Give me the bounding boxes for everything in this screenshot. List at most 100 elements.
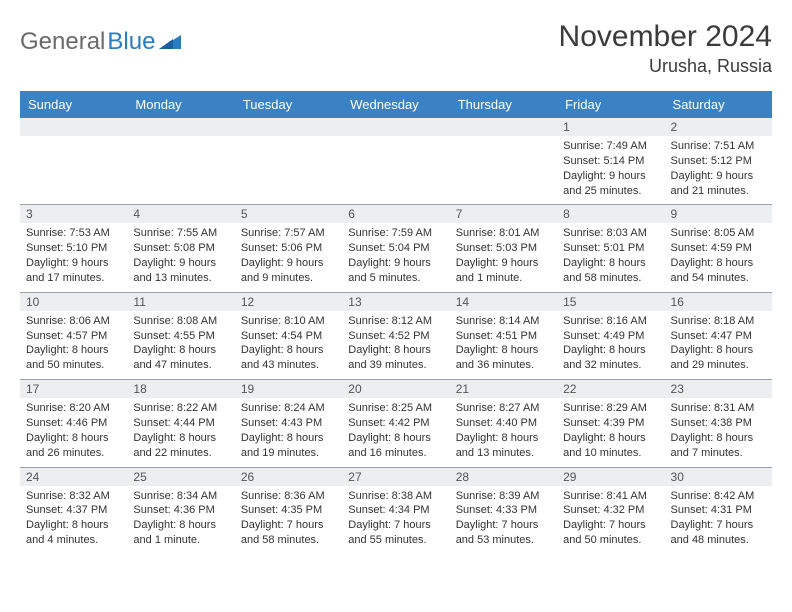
sunset-text: Sunset: 4:40 PM — [456, 416, 551, 431]
sunset-text: Sunset: 4:54 PM — [241, 329, 336, 344]
weekday-header: Thursday — [450, 91, 557, 118]
sunrise-text: Sunrise: 7:59 AM — [348, 226, 443, 241]
day-number: 17 — [20, 380, 127, 399]
weekday-header: Tuesday — [235, 91, 342, 118]
day-number — [235, 118, 342, 136]
day-content-row: Sunrise: 7:53 AMSunset: 5:10 PMDaylight:… — [20, 223, 772, 292]
weekday-header: Sunday — [20, 91, 127, 118]
sunrise-text: Sunrise: 8:39 AM — [456, 489, 551, 504]
sunset-text: Sunset: 4:35 PM — [241, 503, 336, 518]
sunset-text: Sunset: 4:42 PM — [348, 416, 443, 431]
daylight-text: Daylight: 9 hours and 5 minutes. — [348, 256, 443, 286]
weekday-header: Friday — [557, 91, 664, 118]
daylight-text: Daylight: 8 hours and 50 minutes. — [26, 343, 121, 373]
daynum-row: 12 — [20, 118, 772, 136]
weekday-header: Wednesday — [342, 91, 449, 118]
day-cell: Sunrise: 8:22 AMSunset: 4:44 PMDaylight:… — [127, 398, 234, 467]
sunset-text: Sunset: 4:33 PM — [456, 503, 551, 518]
daylight-text: Daylight: 8 hours and 47 minutes. — [133, 343, 228, 373]
day-cell — [450, 136, 557, 205]
day-number: 26 — [235, 467, 342, 486]
sunset-text: Sunset: 4:31 PM — [671, 503, 766, 518]
sunset-text: Sunset: 4:32 PM — [563, 503, 658, 518]
day-cell: Sunrise: 8:39 AMSunset: 4:33 PMDaylight:… — [450, 486, 557, 554]
sunrise-text: Sunrise: 8:05 AM — [671, 226, 766, 241]
day-cell — [20, 136, 127, 205]
daylight-text: Daylight: 8 hours and 39 minutes. — [348, 343, 443, 373]
day-number: 7 — [450, 205, 557, 224]
day-number: 12 — [235, 292, 342, 311]
daynum-row: 3456789 — [20, 205, 772, 224]
sunrise-text: Sunrise: 7:55 AM — [133, 226, 228, 241]
weekday-header-row: Sunday Monday Tuesday Wednesday Thursday… — [20, 91, 772, 118]
daynum-row: 17181920212223 — [20, 380, 772, 399]
logo-text-gray: General — [20, 28, 105, 56]
sunrise-text: Sunrise: 7:51 AM — [671, 139, 766, 154]
weekday-header: Saturday — [665, 91, 772, 118]
sunrise-text: Sunrise: 8:34 AM — [133, 489, 228, 504]
day-cell: Sunrise: 7:53 AMSunset: 5:10 PMDaylight:… — [20, 223, 127, 292]
sunrise-text: Sunrise: 8:41 AM — [563, 489, 658, 504]
sunset-text: Sunset: 5:04 PM — [348, 241, 443, 256]
sunrise-text: Sunrise: 8:36 AM — [241, 489, 336, 504]
day-number: 8 — [557, 205, 664, 224]
day-number: 6 — [342, 205, 449, 224]
day-number: 15 — [557, 292, 664, 311]
daylight-text: Daylight: 7 hours and 55 minutes. — [348, 518, 443, 548]
day-cell — [127, 136, 234, 205]
day-number: 5 — [235, 205, 342, 224]
sunset-text: Sunset: 4:37 PM — [26, 503, 121, 518]
daylight-text: Daylight: 9 hours and 21 minutes. — [671, 169, 766, 199]
sunrise-text: Sunrise: 8:01 AM — [456, 226, 551, 241]
day-cell: Sunrise: 8:24 AMSunset: 4:43 PMDaylight:… — [235, 398, 342, 467]
day-number — [20, 118, 127, 136]
sunrise-text: Sunrise: 8:18 AM — [671, 314, 766, 329]
daylight-text: Daylight: 9 hours and 1 minute. — [456, 256, 551, 286]
sunrise-text: Sunrise: 8:06 AM — [26, 314, 121, 329]
sunset-text: Sunset: 4:36 PM — [133, 503, 228, 518]
daylight-text: Daylight: 8 hours and 10 minutes. — [563, 431, 658, 461]
day-cell: Sunrise: 8:10 AMSunset: 4:54 PMDaylight:… — [235, 311, 342, 380]
day-cell: Sunrise: 8:05 AMSunset: 4:59 PMDaylight:… — [665, 223, 772, 292]
day-number: 16 — [665, 292, 772, 311]
sunrise-text: Sunrise: 8:32 AM — [26, 489, 121, 504]
sunrise-text: Sunrise: 7:57 AM — [241, 226, 336, 241]
day-cell — [235, 136, 342, 205]
day-cell: Sunrise: 8:27 AMSunset: 4:40 PMDaylight:… — [450, 398, 557, 467]
sunrise-text: Sunrise: 8:14 AM — [456, 314, 551, 329]
daylight-text: Daylight: 8 hours and 4 minutes. — [26, 518, 121, 548]
day-content-row: Sunrise: 7:49 AMSunset: 5:14 PMDaylight:… — [20, 136, 772, 205]
sunrise-text: Sunrise: 8:27 AM — [456, 401, 551, 416]
triangle-icon — [159, 31, 181, 54]
sunset-text: Sunset: 4:59 PM — [671, 241, 766, 256]
day-cell: Sunrise: 8:25 AMSunset: 4:42 PMDaylight:… — [342, 398, 449, 467]
sunrise-text: Sunrise: 8:12 AM — [348, 314, 443, 329]
sunset-text: Sunset: 5:12 PM — [671, 154, 766, 169]
sunset-text: Sunset: 4:43 PM — [241, 416, 336, 431]
sunset-text: Sunset: 5:10 PM — [26, 241, 121, 256]
daylight-text: Daylight: 8 hours and 29 minutes. — [671, 343, 766, 373]
daylight-text: Daylight: 9 hours and 13 minutes. — [133, 256, 228, 286]
day-number: 13 — [342, 292, 449, 311]
daylight-text: Daylight: 8 hours and 58 minutes. — [563, 256, 658, 286]
daylight-text: Daylight: 7 hours and 50 minutes. — [563, 518, 658, 548]
sunrise-text: Sunrise: 8:38 AM — [348, 489, 443, 504]
day-number: 24 — [20, 467, 127, 486]
day-number: 9 — [665, 205, 772, 224]
day-number: 1 — [557, 118, 664, 136]
daylight-text: Daylight: 8 hours and 13 minutes. — [456, 431, 551, 461]
day-number — [450, 118, 557, 136]
sunrise-text: Sunrise: 7:49 AM — [563, 139, 658, 154]
daylight-text: Daylight: 8 hours and 7 minutes. — [671, 431, 766, 461]
sunrise-text: Sunrise: 8:10 AM — [241, 314, 336, 329]
daylight-text: Daylight: 9 hours and 25 minutes. — [563, 169, 658, 199]
sunrise-text: Sunrise: 8:24 AM — [241, 401, 336, 416]
sunset-text: Sunset: 4:44 PM — [133, 416, 228, 431]
sunset-text: Sunset: 5:06 PM — [241, 241, 336, 256]
day-cell: Sunrise: 8:16 AMSunset: 4:49 PMDaylight:… — [557, 311, 664, 380]
day-number: 4 — [127, 205, 234, 224]
sunrise-text: Sunrise: 8:20 AM — [26, 401, 121, 416]
day-cell: Sunrise: 8:32 AMSunset: 4:37 PMDaylight:… — [20, 486, 127, 554]
daylight-text: Daylight: 8 hours and 16 minutes. — [348, 431, 443, 461]
logo-text-blue: Blue — [107, 28, 155, 56]
